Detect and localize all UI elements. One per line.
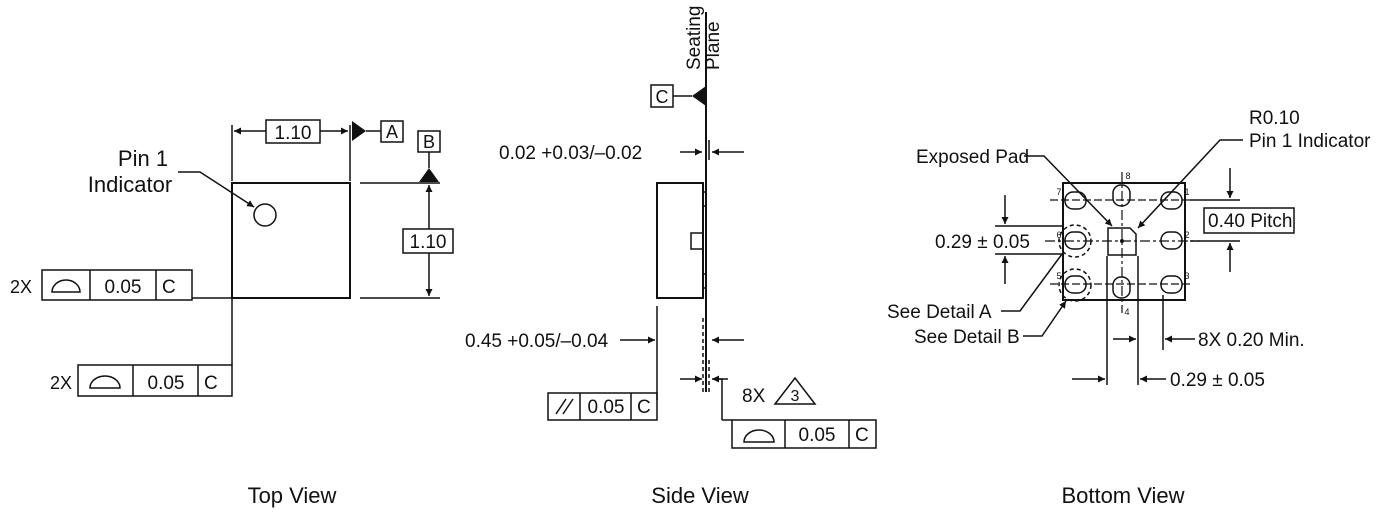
exposed-pad-label: Exposed Pad xyxy=(916,147,1029,168)
fcf1-datum: C xyxy=(162,277,176,298)
pin1-indicator-dot xyxy=(253,203,277,227)
pin1-label-line2: Indicator xyxy=(88,172,172,197)
profile-surface-icon xyxy=(89,375,121,389)
side-view-caption: Side View xyxy=(651,483,749,508)
pin-number: 2 xyxy=(1184,230,1189,240)
pin-number: 5 xyxy=(1056,271,1061,281)
fcf1-value: 0.05 xyxy=(105,277,142,298)
datum-c-label: C xyxy=(656,87,669,107)
pin1-leader xyxy=(178,171,255,208)
parallel-icon xyxy=(555,398,567,415)
pad-3 xyxy=(1160,275,1183,294)
profile-surface-icon xyxy=(743,429,775,443)
bottom-view: 1 2 3 4 5 6 7 8 Exposed Pad R0.10 Pin 1 … xyxy=(887,108,1371,508)
datum-a-label: A xyxy=(386,122,398,142)
pin1-label-line1: Pin 1 xyxy=(118,146,168,171)
side-note-number: 3 xyxy=(791,388,800,405)
pad-2 xyxy=(1160,231,1183,250)
side-profile-datum: C xyxy=(855,425,869,446)
parallel-datum: C xyxy=(637,397,651,418)
pad-7 xyxy=(1064,191,1087,210)
side-view-body xyxy=(656,182,704,299)
side-standoff-dim: 0.02 +0.03/–0.02 xyxy=(499,143,642,164)
side-thickness-dim: 0.45 +0.05/–0.04 xyxy=(465,331,609,352)
detail-a-label: See Detail A xyxy=(887,302,992,323)
top-width-dim: 1.10 xyxy=(275,123,312,144)
pad-5 xyxy=(1064,275,1087,294)
detail-a-circle xyxy=(1058,224,1092,258)
pin-number: 4 xyxy=(1124,307,1129,317)
radius-label: R0.10 xyxy=(1249,108,1300,129)
pad-length-dim: 0.29 ± 0.05 xyxy=(1170,370,1265,391)
detail-b-circle xyxy=(1058,268,1092,302)
side-note-count: 8X xyxy=(742,386,766,407)
pad-8 xyxy=(1112,184,1131,207)
datum-b-label: B xyxy=(423,132,435,152)
top-view: Pin 1 Indicator 1.10 A B 1.10 2X 0.05 C xyxy=(10,119,454,508)
pin-number: 8 xyxy=(1125,171,1130,181)
radius-pin1-label: Pin 1 Indicator xyxy=(1249,131,1371,152)
side-view: Seating Plane C 0.02 +0.03/–0.02 0.45 +0… xyxy=(465,6,877,508)
parallel-value: 0.05 xyxy=(588,397,625,418)
note-triangle-icon xyxy=(773,376,817,405)
pin-number: 3 xyxy=(1184,271,1189,281)
fcf2-datum: C xyxy=(204,373,218,394)
top-height-dim: 1.10 xyxy=(410,232,447,253)
fcf2-value: 0.05 xyxy=(148,373,185,394)
top-view-caption: Top View xyxy=(248,483,337,508)
bottom-view-caption: Bottom View xyxy=(1061,483,1184,508)
profile-surface-icon xyxy=(51,279,81,293)
pad-width-dim: 0.29 ± 0.05 xyxy=(935,232,1030,253)
seating-plane-line1: Seating xyxy=(684,6,705,70)
pad-4 xyxy=(1112,276,1131,299)
side-profile-value: 0.05 xyxy=(799,425,836,446)
min-length-dim: 8X 0.20 Min. xyxy=(1198,330,1305,351)
detail-b-label: See Detail B xyxy=(914,327,1020,348)
exposed-pad xyxy=(1107,227,1137,256)
pin-number: 1 xyxy=(1184,187,1189,197)
pin-number: 7 xyxy=(1056,187,1061,197)
top-view-body xyxy=(231,182,351,299)
fcf1-count: 2X xyxy=(10,277,32,297)
pitch-label: 0.40 Pitch xyxy=(1208,211,1293,232)
pin-number: 6 xyxy=(1056,230,1061,240)
pad-6 xyxy=(1064,231,1087,250)
seating-plane-line2: Plane xyxy=(703,21,724,70)
fcf2-count: 2X xyxy=(50,373,72,393)
